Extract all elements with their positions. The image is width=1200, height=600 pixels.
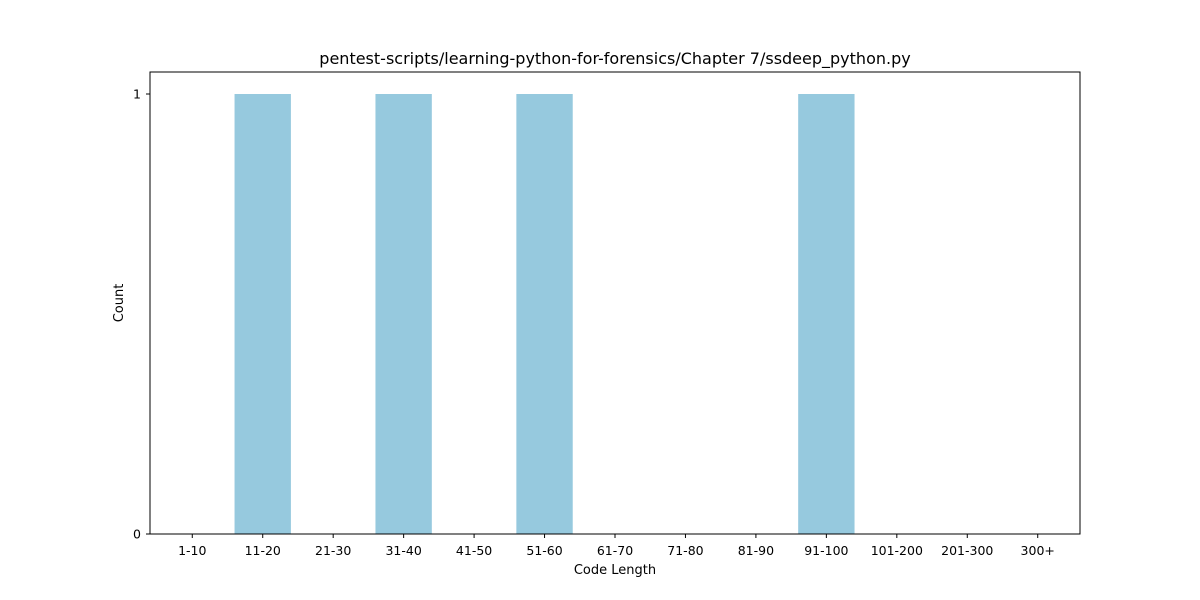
- y-axis: 01: [133, 87, 150, 542]
- y-tick-label: 0: [133, 527, 141, 542]
- y-tick-label: 1: [133, 87, 141, 102]
- x-axis-label: Code Length: [574, 563, 656, 578]
- bar-51-60: [516, 94, 573, 534]
- x-tick-label: 300+: [1021, 543, 1055, 558]
- bars-group: [234, 94, 855, 534]
- x-tick-label: 61-70: [597, 543, 633, 558]
- x-tick-label: 41-50: [456, 543, 492, 558]
- x-axis: 1-10 11-20 21-30 31-40 41-50 51-60 61-70 71-80 8…: [178, 534, 1055, 558]
- chart-title: pentest-scripts/learning-python-for-fore…: [319, 49, 910, 69]
- y-axis-label: Count: [112, 284, 127, 323]
- x-tick-label: 11-20: [245, 543, 281, 558]
- x-tick-label: 1-10: [178, 543, 206, 558]
- x-tick-label: 91-100: [804, 543, 848, 558]
- x-tick-label: 71-80: [667, 543, 703, 558]
- x-tick-label: 21-30: [315, 543, 351, 558]
- x-tick-label: 201-300: [941, 543, 993, 558]
- bar-11-20: [234, 94, 291, 534]
- x-tick-label: 51-60: [526, 543, 562, 558]
- x-tick-label: 31-40: [385, 543, 421, 558]
- bar-91-100: [798, 94, 855, 534]
- x-tick-label: 101-200: [871, 543, 923, 558]
- x-tick-label: 81-90: [738, 543, 774, 558]
- bar-31-40: [375, 94, 432, 534]
